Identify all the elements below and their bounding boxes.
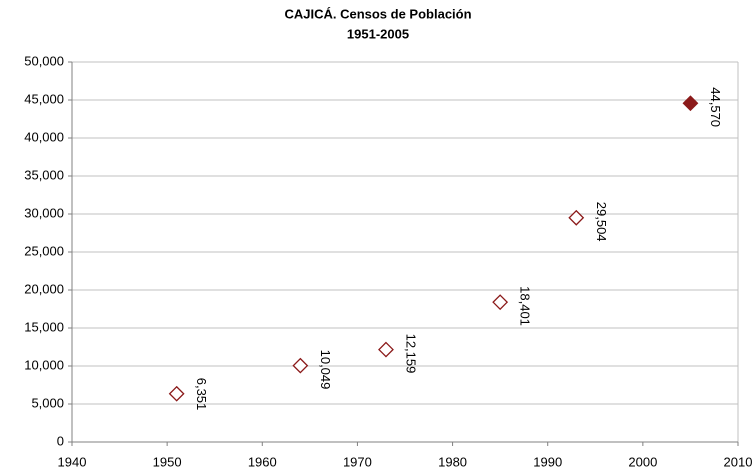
data-label: 44,570 — [708, 87, 723, 127]
point — [378, 341, 394, 358]
point — [292, 357, 309, 374]
chart-subtitle: 1951-2005 — [347, 26, 409, 41]
data-label: 10,049 — [318, 350, 333, 390]
x-tick-label: 1940 — [58, 454, 87, 469]
x-tick-label: 1990 — [533, 454, 562, 469]
point — [682, 95, 699, 112]
y-tick-label: 30,000 — [24, 205, 64, 220]
x-tick-label: 2000 — [628, 454, 657, 469]
y-tick-label: 20,000 — [24, 281, 64, 296]
x-tick-label: 1960 — [248, 454, 277, 469]
x-tick-label: 2010 — [724, 454, 753, 469]
y-tick-label: 0 — [57, 433, 64, 448]
chart-title: CAJICÁ. Censos de Población — [284, 6, 471, 21]
y-tick-label: 25,000 — [24, 243, 64, 258]
x-tick-label: 1950 — [153, 454, 182, 469]
point — [568, 209, 585, 226]
y-tick-label: 45,000 — [24, 91, 64, 106]
y-tick-label: 35,000 — [24, 167, 64, 182]
x-tick-label: 1980 — [438, 454, 467, 469]
point — [168, 385, 185, 402]
data-label: 6,351 — [194, 378, 209, 411]
x-tick-label: 1970 — [343, 454, 372, 469]
y-tick-label: 5,000 — [31, 395, 64, 410]
y-tick-label: 15,000 — [24, 319, 64, 334]
data-label: 18,401 — [518, 286, 533, 326]
y-tick-label: 10,000 — [24, 357, 64, 372]
data-label: 29,504 — [594, 202, 609, 242]
y-tick-label: 40,000 — [24, 129, 64, 144]
y-tick-label: 50,000 — [24, 53, 64, 68]
point — [492, 294, 509, 311]
data-label: 12,159 — [404, 334, 419, 374]
